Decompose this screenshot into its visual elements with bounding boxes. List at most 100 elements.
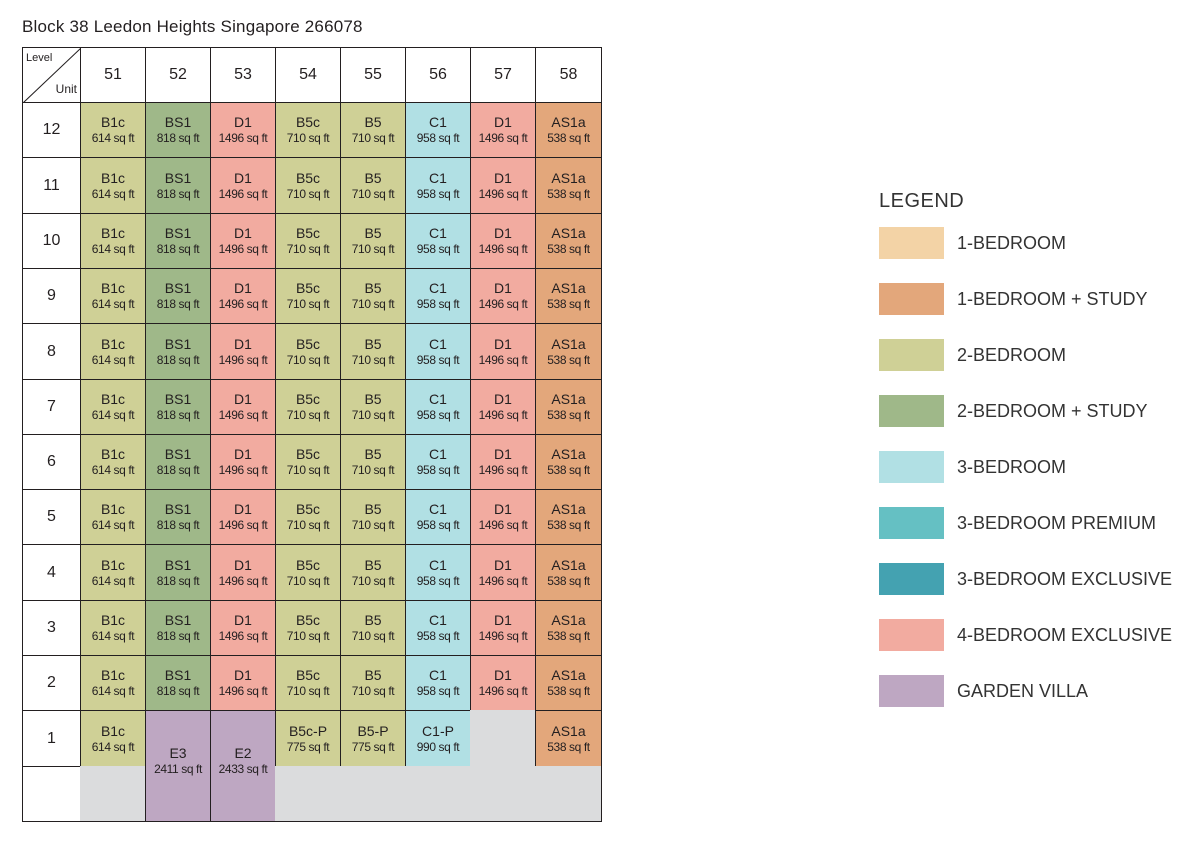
unit-type-code: D1 bbox=[234, 612, 252, 628]
unit-cell: D1 1496 sq ft bbox=[210, 213, 276, 269]
unit-cell: BS1 818 sq ft bbox=[145, 379, 211, 435]
unit-type-code: D1 bbox=[494, 556, 512, 573]
unit-type-code: B5c-P bbox=[288, 722, 328, 739]
level-label: 3 bbox=[22, 600, 81, 656]
unit-area: 818 sq ft bbox=[156, 352, 200, 367]
unit-area: 538 sq ft bbox=[547, 463, 590, 477]
unit-cell: D1 1496 sq ft bbox=[210, 102, 276, 158]
legend-item: 2-BEDROOM bbox=[879, 339, 1066, 371]
unit-area: 1496 sq ft bbox=[218, 684, 268, 698]
unit-type-code: AS1a bbox=[551, 114, 586, 130]
unit-type-code: D1 bbox=[234, 391, 252, 407]
unit-cell: B5 710 sq ft bbox=[340, 600, 406, 656]
unit-cell: C1 958 sq ft bbox=[405, 157, 471, 214]
unit-type-code: AS1a bbox=[551, 556, 586, 573]
unit-type-code: B5 bbox=[364, 225, 382, 241]
legend-item: 3-BEDROOM PREMIUM bbox=[879, 507, 1156, 539]
unit-area: 1496 sq ft bbox=[478, 463, 528, 477]
unit-area: 710 sq ft bbox=[351, 684, 395, 698]
unit-area: 614 sq ft bbox=[91, 573, 135, 588]
legend-item: 1-BEDROOM bbox=[879, 227, 1066, 259]
unit-type-code: C1 bbox=[429, 335, 447, 352]
unit-area: 538 sq ft bbox=[547, 297, 590, 311]
page-title: Block 38 Leedon Heights Singapore 266078 bbox=[22, 17, 363, 36]
unit-type-code: D1 bbox=[234, 280, 252, 296]
unit-area: 710 sq ft bbox=[286, 131, 330, 145]
unit-header: 58 bbox=[535, 47, 602, 103]
legend-swatch bbox=[879, 507, 944, 539]
unit-cell: D1 1496 sq ft bbox=[210, 489, 276, 545]
unit-cell: D1 1496 sq ft bbox=[470, 600, 536, 656]
empty-cell bbox=[275, 766, 341, 822]
unit-type-code: C1 bbox=[429, 446, 447, 462]
unit-area: 818 sq ft bbox=[156, 684, 200, 698]
unit-cell: B1c 614 sq ft bbox=[80, 489, 146, 545]
legend-swatch bbox=[879, 395, 944, 427]
unit-type-code: C1 bbox=[429, 391, 447, 407]
unit-cell: B1c 614 sq ft bbox=[80, 600, 146, 656]
unit-type-code: D1 bbox=[234, 335, 252, 352]
unit-area: 710 sq ft bbox=[286, 518, 330, 532]
level-label: 10 bbox=[22, 213, 81, 269]
unit-type-code: D1 bbox=[234, 114, 252, 130]
unit-cell: BS1 818 sq ft bbox=[145, 600, 211, 656]
unit-area: 710 sq ft bbox=[286, 408, 330, 422]
unit-cell: BS1 818 sq ft bbox=[145, 323, 211, 380]
unit-area: 538 sq ft bbox=[547, 131, 590, 145]
unit-type-code: B5c bbox=[295, 280, 321, 296]
unit-area: 1496 sq ft bbox=[478, 408, 528, 422]
corner-diagonal bbox=[23, 48, 82, 104]
unit-cell: C1 958 sq ft bbox=[405, 600, 471, 656]
unit-area: 1496 sq ft bbox=[478, 186, 528, 201]
unit-cell: BS1 818 sq ft bbox=[145, 544, 211, 601]
unit-area: 710 sq ft bbox=[351, 186, 395, 201]
legend-item: 4-BEDROOM EXCLUSIVE bbox=[879, 619, 1172, 651]
unit-cell: D1 1496 sq ft bbox=[470, 157, 536, 214]
unit-area: 614 sq ft bbox=[91, 242, 135, 256]
legend-item: 2-BEDROOM + STUDY bbox=[879, 395, 1148, 427]
unit-area: 1496 sq ft bbox=[478, 684, 528, 698]
unit-area: 1496 sq ft bbox=[218, 573, 268, 588]
unit-cell: D1 1496 sq ft bbox=[210, 600, 276, 656]
unit-type-code: B5 bbox=[364, 169, 382, 186]
unit-area: 1496 sq ft bbox=[478, 518, 528, 532]
unit-area: 614 sq ft bbox=[91, 684, 135, 698]
unit-header: 52 bbox=[145, 47, 211, 103]
unit-cell: B1c 614 sq ft bbox=[80, 157, 146, 214]
level-label: 6 bbox=[22, 434, 81, 490]
unit-area: 958 sq ft bbox=[416, 684, 460, 698]
legend-title: LEGEND bbox=[879, 190, 965, 212]
unit-type-code: B5c bbox=[295, 225, 321, 241]
unit-area: 710 sq ft bbox=[286, 242, 330, 256]
unit-type-code: C1 bbox=[429, 612, 447, 628]
unit-header-label: 58 bbox=[559, 66, 578, 83]
unit-cell: D1 1496 sq ft bbox=[210, 157, 276, 214]
unit-type-code: BS1 bbox=[164, 667, 192, 683]
unit-cell: B5c 710 sq ft bbox=[275, 102, 341, 158]
unit-area: 538 sq ft bbox=[547, 352, 590, 367]
unit-cell: D1 1496 sq ft bbox=[470, 489, 536, 545]
unit-cell: AS1a 538 sq ft bbox=[535, 710, 602, 767]
unit-area: 710 sq ft bbox=[351, 352, 395, 367]
unit-area: 614 sq ft bbox=[91, 131, 135, 145]
empty-cell bbox=[80, 766, 146, 822]
unit-type-code: BS1 bbox=[164, 335, 192, 352]
level-label: 9 bbox=[22, 268, 81, 324]
level-label-text: 11 bbox=[43, 176, 60, 194]
unit-cell: B1c 614 sq ft bbox=[80, 323, 146, 380]
unit-type-code: BS1 bbox=[164, 556, 192, 573]
unit-cell: B5 710 sq ft bbox=[340, 268, 406, 324]
level-label-text: 12 bbox=[42, 121, 61, 138]
garden-villa-cell: E3 2411 sq ft bbox=[145, 710, 211, 822]
unit-cell: C1 958 sq ft bbox=[405, 323, 471, 380]
unit-area: 958 sq ft bbox=[416, 463, 460, 477]
unit-type-code: B1c bbox=[100, 391, 126, 407]
level-label-text: 1 bbox=[47, 729, 56, 747]
unit-area: 538 sq ft bbox=[547, 573, 590, 588]
unit-type-code: B5 bbox=[364, 667, 382, 683]
unit-type-code: B1c bbox=[100, 501, 126, 517]
unit-type-code: BS1 bbox=[164, 114, 192, 130]
unit-type-code: AS1a bbox=[551, 501, 586, 517]
unit-area: 710 sq ft bbox=[351, 573, 395, 588]
legend: LEGEND 1-BEDROOM 1-BEDROOM + STUDY 2-BEDRO… bbox=[879, 190, 1189, 707]
